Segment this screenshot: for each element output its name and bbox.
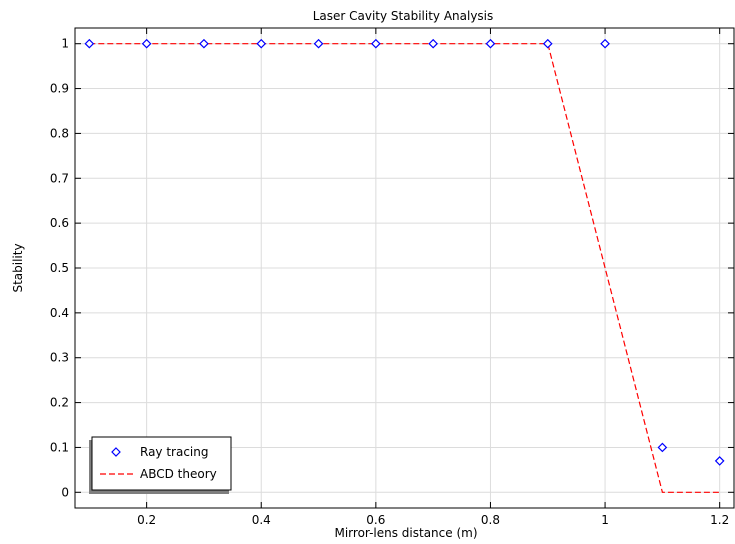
- legend-label-ray-tracing: Ray tracing: [140, 445, 209, 459]
- x-tick-label: 0.6: [366, 513, 385, 527]
- y-tick-label: 0.8: [50, 126, 69, 140]
- y-tick-label: 1: [61, 37, 69, 51]
- legend: Ray tracing ABCD theory: [89, 436, 232, 494]
- x-tick-label: 0.4: [252, 513, 271, 527]
- x-tick-label: 0.8: [481, 513, 500, 527]
- ray-tracing-point: [600, 38, 610, 49]
- ray-tracing-point: [313, 38, 324, 49]
- x-tick-label: 1: [601, 513, 609, 527]
- y-tick-label: 0.7: [50, 171, 69, 185]
- ray-tracing-point: [370, 38, 381, 49]
- ray-tracing-point: [485, 38, 496, 49]
- ray-tracing-point: [428, 38, 439, 49]
- ray-tracing-point: [84, 38, 95, 49]
- y-tick-label: 0.9: [50, 82, 69, 96]
- abcd-theory-series: [89, 43, 720, 493]
- ray-tracing-point: [141, 38, 152, 49]
- ray-tracing-point: [256, 38, 267, 49]
- legend-marker-ray-tracing: [111, 447, 121, 457]
- y-tick-label: 0.1: [50, 440, 69, 454]
- y-tick-label: 0.3: [50, 351, 69, 365]
- axis-ticks: 0.2 0.4 0.6 0.8 1 1.2 0 0.1 0.2 0.3 0.4 0.5 0.6 0.7 0.…: [50, 28, 734, 527]
- y-axis-title: Stability: [11, 243, 25, 292]
- y-tick-label: 0.5: [50, 261, 69, 275]
- ray-tracing-point: [714, 456, 725, 466]
- grid-lines: [75, 28, 734, 508]
- y-tick-label: 0.2: [50, 396, 69, 410]
- chart-title: Laser Cavity Stability Analysis: [313, 9, 494, 23]
- x-tick-label: 0.2: [137, 513, 156, 527]
- y-tick-label: 0.6: [50, 216, 69, 230]
- ray-tracing-series: [84, 38, 725, 466]
- legend-box: [91, 436, 232, 491]
- x-tick-label: 1.2: [710, 513, 729, 527]
- abcd-theory-line: [89, 43, 720, 493]
- y-tick-label: 0: [61, 485, 69, 499]
- ray-tracing-point: [542, 38, 553, 49]
- y-tick-label: 0.4: [50, 306, 69, 320]
- ray-tracing-point: [199, 38, 209, 49]
- x-axis-title: Mirror-lens distance (m): [334, 526, 477, 540]
- ray-tracing-point: [657, 442, 668, 453]
- legend-label-abcd-theory: ABCD theory: [140, 467, 217, 481]
